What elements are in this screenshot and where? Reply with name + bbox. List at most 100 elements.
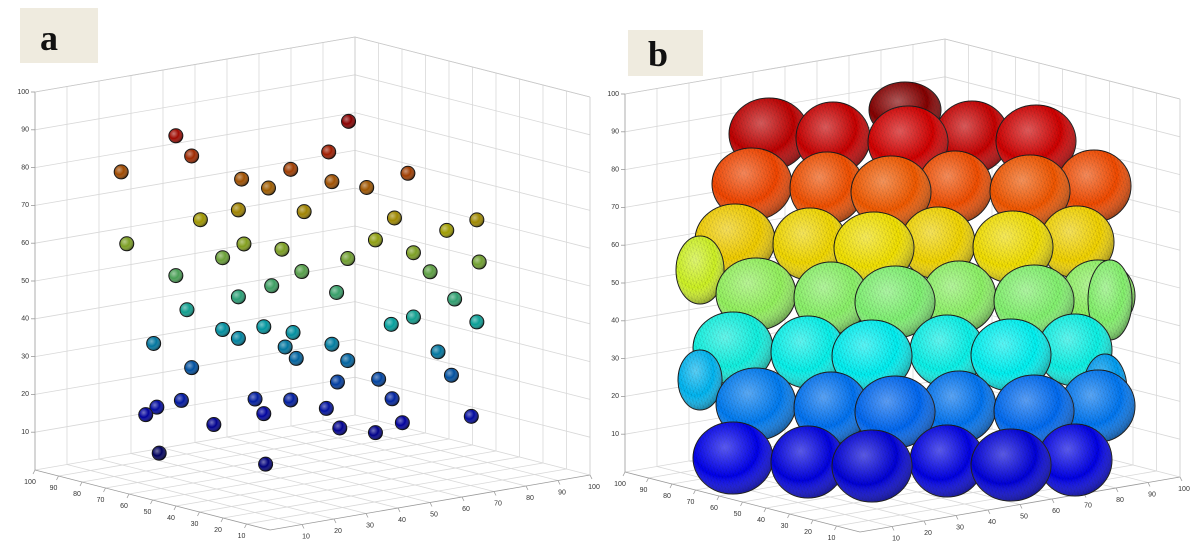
data-point [469,314,485,330]
y-tick-label: 80 [663,493,671,500]
x-tick-label: 40 [398,517,406,524]
grid-line [246,468,567,525]
z-tick-label: 30 [21,353,29,360]
point-shade [332,421,347,435]
z-tick-label: 80 [21,164,29,171]
y-tick [693,489,696,495]
panel-label-box [20,8,98,63]
data-point [329,284,345,300]
point-shade [406,310,421,324]
x-tick-label: 50 [1020,513,1028,520]
y-tick [787,513,790,519]
y-tick [79,481,83,487]
z-tick-label: 50 [611,280,619,287]
cell [831,319,913,393]
cell [970,318,1052,392]
x-tick [987,509,991,515]
panel-label: b [648,34,668,74]
cell [854,265,936,339]
point-shade [469,212,484,227]
data-point [394,415,410,431]
data-point [463,408,479,424]
x-tick [1019,504,1023,509]
x-tick-label: 30 [366,522,374,529]
data-point [168,128,184,144]
point-shade [324,174,339,189]
cell-shade [676,236,724,304]
cell-shade [832,320,912,392]
point-shade [184,360,199,375]
grid-line [34,150,356,206]
y-tick [716,495,720,501]
z-tick-label: 70 [21,202,29,209]
data-point [236,236,252,252]
x-tick [429,502,433,507]
data-point [321,144,337,160]
cell-shade [918,151,992,223]
z-tick-label: 90 [611,129,619,136]
point-shade [406,245,421,260]
x-tick [333,518,337,524]
data-point [184,360,200,376]
y-tick [56,475,59,481]
z-tick-label: 20 [611,393,619,400]
y-tick-label: 70 [687,499,695,506]
cell-shade [832,430,912,502]
cell-shade [971,429,1051,501]
data-point [230,289,246,305]
cell [789,151,865,225]
data-point [296,204,312,220]
x-tick-label: 80 [1116,497,1124,504]
point-shade [179,302,194,317]
cell-shade [771,426,845,498]
point-shade [469,314,484,329]
cell [770,315,846,389]
point-shade [472,255,487,270]
point-shade [321,144,336,159]
z-tick-label: 10 [611,431,619,438]
y-tick-label: 90 [640,487,648,494]
data-point [430,344,446,360]
data-point [471,254,487,270]
data-point [329,374,345,390]
data-point [383,316,399,332]
data-point [173,392,189,408]
grid-line [34,414,356,471]
point-shade [184,148,199,163]
point-shade [206,417,221,432]
point-shade [138,407,153,422]
grid-line [944,76,1181,138]
data-point [405,245,421,261]
y-tick-label: 40 [167,515,175,522]
cell [1056,149,1132,223]
x-tick [397,507,401,513]
y-tick-label: 30 [781,523,789,530]
x-tick [493,491,497,496]
grid-line [199,456,520,513]
point-shade [231,331,246,346]
point-shade [231,289,246,304]
x-tick-label: 80 [526,495,534,502]
cell-shade [910,315,984,387]
data-point [146,335,162,351]
x-tick-label: 100 [1178,486,1190,493]
point-shade [168,128,183,143]
y-tick-label: 20 [214,527,222,534]
x-tick [301,524,305,529]
point-shade [368,232,383,247]
z-tick-label: 30 [611,355,619,362]
x-tick-label: 20 [334,528,342,535]
x-tick [1179,476,1183,482]
y-tick [150,499,153,505]
x-tick-label: 100 [588,484,600,491]
data-point [261,180,276,196]
data-point [138,407,154,423]
point-shade [319,401,334,416]
x-tick [461,496,465,502]
x-tick-label: 50 [430,511,438,518]
data-point [283,392,299,408]
cell-shade [971,319,1051,391]
x-tick [557,480,561,485]
x-tick-label: 90 [1148,491,1156,498]
cell-shade [851,156,931,228]
